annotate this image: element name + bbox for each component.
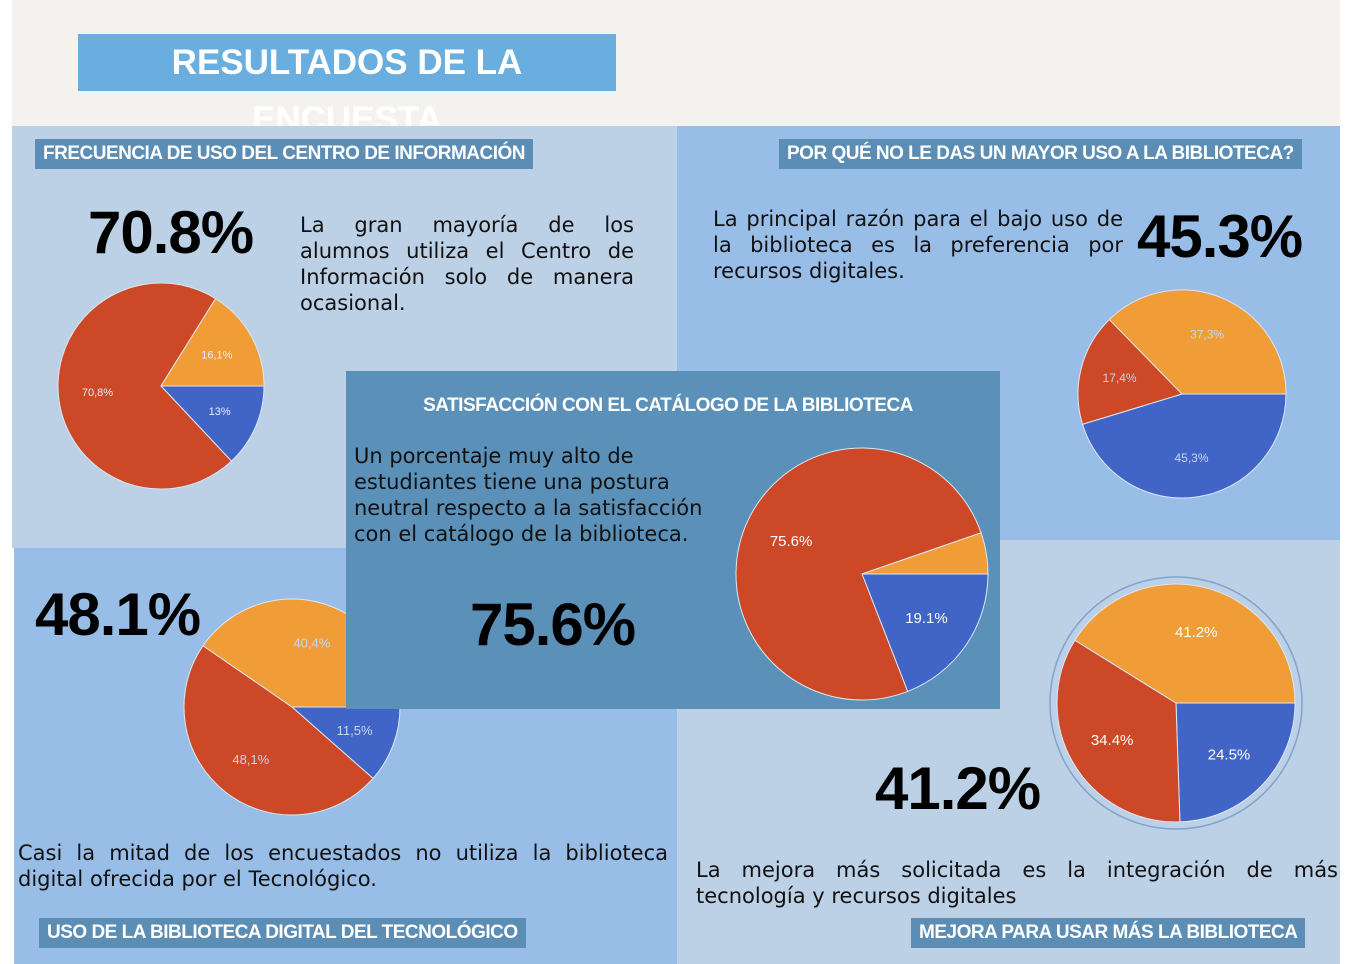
pie-slice bbox=[290, 706, 401, 780]
pie-slice bbox=[159, 385, 265, 462]
pie-slice bbox=[160, 297, 265, 387]
section-label-digital: USO DE LA BIBLIOTECA DIGITAL DEL TECNOLÓ… bbox=[39, 918, 526, 948]
pie-slice bbox=[1175, 702, 1296, 823]
pie-outline bbox=[1049, 576, 1303, 830]
pie-chart-digital: 11,5% 48,1% 40,4% bbox=[183, 598, 401, 816]
text-digital: Casi la mitad de los encuestados no util… bbox=[18, 841, 668, 891]
section-label-mejora: MEJORA PARA USAR MÁS LA BIBLIOTECA bbox=[911, 918, 1306, 948]
pie-slice bbox=[183, 645, 374, 816]
pie-chart-mejora: 24.5% 34.4% 41.2% bbox=[1049, 576, 1303, 830]
stat-satisfaccion: 75.6% bbox=[470, 591, 636, 658]
pie-data-label: 41.2% bbox=[1175, 624, 1218, 641]
pie-slice bbox=[861, 532, 989, 575]
pie-slice bbox=[1077, 318, 1183, 425]
stat-mejora: 41.2% bbox=[875, 755, 1041, 822]
pie-slice bbox=[861, 573, 989, 693]
pie-data-label: 16,1% bbox=[201, 350, 232, 362]
pie-data-label: 37,3% bbox=[1190, 328, 1224, 342]
pie-slice bbox=[1081, 393, 1287, 499]
page-title: RESULTADOS DE LA ENCUESTA bbox=[78, 34, 616, 139]
section-label-frecuencia: FRECUENCIA DE USO DEL CENTRO DE INFORMAC… bbox=[35, 139, 534, 169]
section-label-satisfaccion: SATISFACCIÓN CON EL CATÁLOGO DE LA BIBLI… bbox=[423, 395, 913, 416]
pie-data-label: 45,3% bbox=[1174, 451, 1208, 465]
text-mejora: La mejora más solicitada es la integraci… bbox=[696, 858, 1338, 908]
pie-slice bbox=[735, 447, 982, 701]
pie-slice bbox=[1056, 639, 1181, 823]
text-frecuencia: La gran mayoría de los alumnos utiliza e… bbox=[300, 213, 634, 315]
pie-slice bbox=[57, 282, 233, 490]
text-porque: La principal razón para el bajo uso de l… bbox=[713, 207, 1123, 283]
pie-slice bbox=[1108, 289, 1287, 395]
pie-data-label: 13% bbox=[209, 406, 231, 418]
pie-chart-satisfaccion: 19.1% 75.6% bbox=[735, 447, 989, 701]
pie-data-label: 48,1% bbox=[232, 752, 269, 767]
pie-chart-frecuencia: 13% 70,8% 16,1% bbox=[57, 282, 265, 490]
pie-data-label: 34.4% bbox=[1091, 732, 1134, 749]
stat-frecuencia: 70.8% bbox=[88, 199, 254, 266]
pie-chart-porque: 45,3% 17,4% 37,3% bbox=[1077, 289, 1287, 499]
pie-slice bbox=[1074, 583, 1296, 704]
section-label-porque: POR QUÉ NO LE DAS UN MAYOR USO A LA BIBL… bbox=[779, 139, 1302, 169]
stat-porque: 45.3% bbox=[1137, 203, 1303, 270]
pie-data-label: 75.6% bbox=[770, 533, 813, 550]
pie-data-label: 11,5% bbox=[337, 723, 373, 738]
stat-digital: 48.1% bbox=[35, 581, 201, 648]
pie-data-label: 17,4% bbox=[1103, 371, 1137, 385]
pie-data-label: 24.5% bbox=[1208, 746, 1251, 763]
text-satisfaccion: Un porcentaje muy alto de estudiantes ti… bbox=[354, 444, 703, 546]
pie-data-label: 19.1% bbox=[905, 610, 948, 627]
pie-data-label: 70,8% bbox=[82, 387, 113, 399]
pie-data-label: 40,4% bbox=[293, 635, 330, 650]
